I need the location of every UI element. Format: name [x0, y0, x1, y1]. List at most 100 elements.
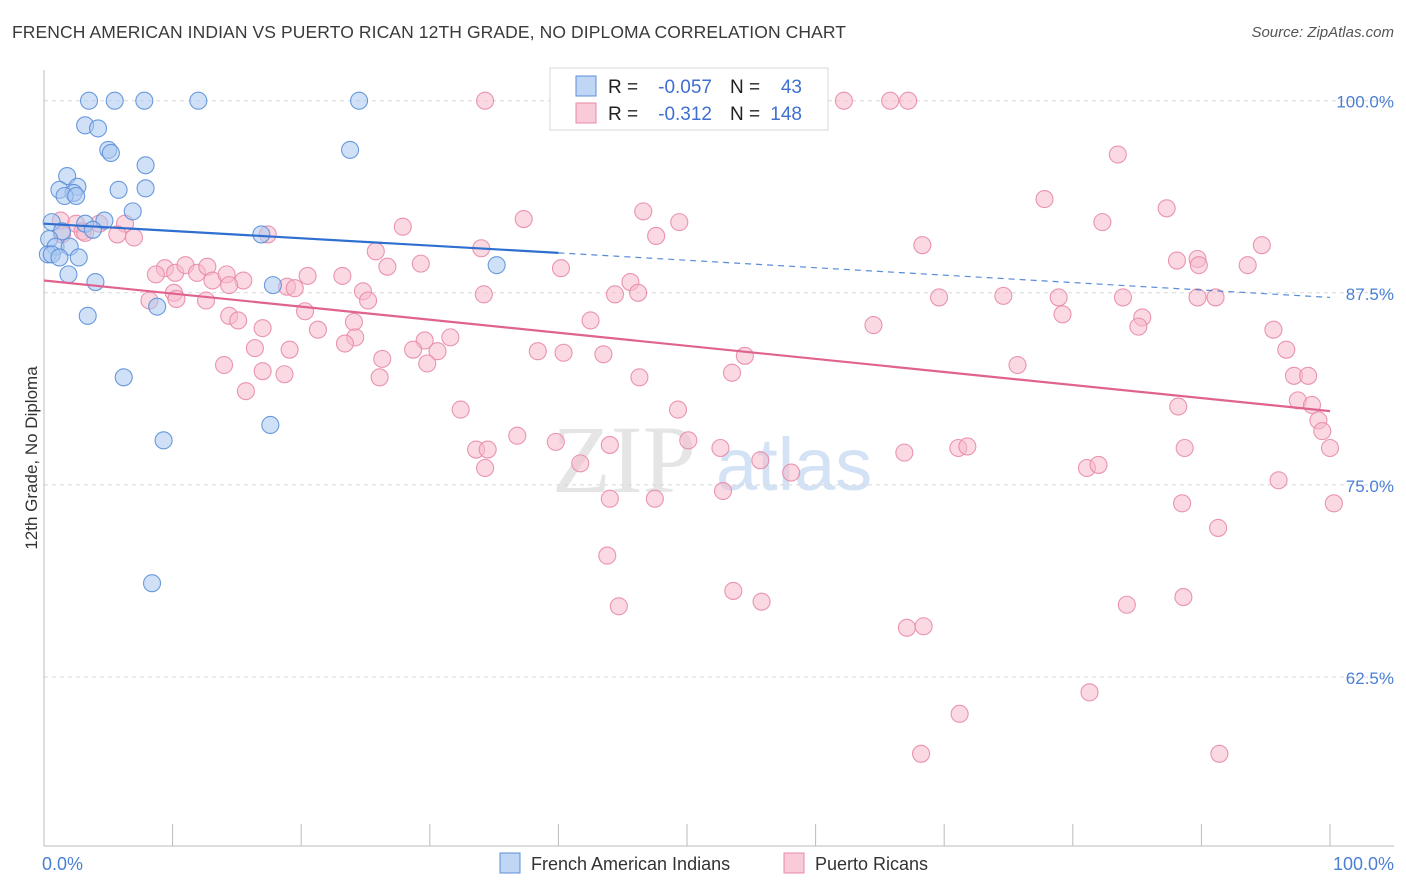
point-french-american-indians: [148, 297, 167, 316]
point-puerto-ricans: [285, 279, 304, 298]
point-puerto-ricans: [950, 704, 969, 723]
point-puerto-ricans: [359, 291, 378, 310]
point-puerto-ricans: [594, 345, 613, 364]
legend-swatch-french-american-indians: [499, 852, 521, 874]
point-french-american-indians: [109, 180, 128, 199]
point-puerto-ricans: [146, 265, 165, 284]
point-puerto-ricans: [214, 355, 234, 375]
point-puerto-ricans: [897, 618, 916, 637]
point-puerto-ricans: [1269, 471, 1288, 490]
point-puerto-ricans: [236, 382, 255, 401]
point-puerto-ricans: [554, 343, 573, 362]
point-puerto-ricans: [404, 340, 423, 359]
point-puerto-ricans: [1277, 340, 1296, 359]
point-puerto-ricans: [609, 597, 628, 616]
point-french-american-indians: [123, 202, 142, 221]
point-puerto-ricans: [1188, 288, 1207, 307]
point-french-american-indians: [136, 179, 155, 198]
point-puerto-ricans: [752, 592, 771, 611]
point-puerto-ricans: [411, 254, 430, 273]
point-puerto-ricans: [1049, 288, 1068, 307]
point-puerto-ricans: [546, 432, 565, 451]
point-french-american-indians: [79, 91, 99, 110]
point-puerto-ricans: [476, 458, 495, 478]
point-puerto-ricans: [280, 340, 299, 359]
point-french-american-indians: [86, 273, 105, 292]
puerto-ricans-points: [51, 91, 1343, 763]
point-puerto-ricans: [630, 368, 649, 387]
point-puerto-ricans: [1169, 397, 1188, 416]
point-puerto-ricans: [713, 481, 733, 501]
point-puerto-ricans: [782, 463, 801, 482]
point-puerto-ricans: [1206, 288, 1225, 307]
point-puerto-ricans: [571, 454, 590, 473]
point-puerto-ricans: [598, 546, 617, 565]
point-french-american-indians: [105, 91, 124, 110]
point-puerto-ricans: [605, 285, 625, 304]
point-puerto-ricans: [124, 228, 144, 247]
point-puerto-ricans: [1174, 588, 1193, 607]
point-puerto-ricans: [335, 334, 354, 353]
point-puerto-ricans: [581, 311, 600, 330]
point-puerto-ricans: [645, 489, 664, 508]
point-puerto-ricans: [1053, 305, 1072, 324]
point-french-american-indians: [487, 256, 506, 275]
point-puerto-ricans: [378, 257, 397, 276]
point-puerto-ricans: [994, 286, 1013, 305]
point-puerto-ricans: [629, 283, 648, 302]
point-puerto-ricans: [373, 349, 392, 368]
point-puerto-ricans: [1089, 455, 1108, 474]
stats-n-label-blue: N =: [730, 77, 760, 98]
point-puerto-ricans: [899, 91, 918, 110]
point-puerto-ricans: [551, 259, 571, 278]
point-puerto-ricans: [333, 266, 352, 285]
point-puerto-ricans: [508, 426, 527, 445]
point-puerto-ricans: [724, 581, 743, 600]
point-puerto-ricans: [600, 489, 619, 508]
point-puerto-ricans: [245, 339, 264, 358]
point-puerto-ricans: [441, 328, 460, 347]
trend-lines: [43, 222, 1331, 413]
point-puerto-ricans: [370, 368, 389, 387]
point-puerto-ricans: [1167, 251, 1187, 270]
stats-n-value-pink: 148: [770, 104, 802, 125]
point-puerto-ricans: [418, 354, 437, 373]
point-puerto-ricans: [958, 437, 977, 456]
point-puerto-ricans: [679, 431, 698, 450]
point-puerto-ricans: [1113, 288, 1133, 307]
x-tick-label-max: 100.0%: [1333, 854, 1394, 874]
point-puerto-ricans: [196, 291, 216, 310]
point-french-american-indians: [142, 574, 162, 593]
point-puerto-ricans: [1313, 422, 1332, 441]
point-french-american-indians: [341, 140, 360, 159]
point-puerto-ricans: [220, 276, 239, 295]
point-puerto-ricans: [1175, 438, 1194, 458]
point-puerto-ricans: [1238, 256, 1257, 275]
point-puerto-ricans: [1129, 317, 1148, 336]
point-french-american-indians: [50, 248, 69, 267]
point-puerto-ricans: [634, 202, 653, 221]
point-puerto-ricans: [600, 435, 619, 454]
stats-n-value-blue: 43: [781, 77, 802, 98]
point-puerto-ricans: [930, 288, 949, 307]
point-french-american-indians: [154, 431, 173, 450]
point-puerto-ricans: [912, 744, 931, 763]
trend-line-french-american-indians-extension: [558, 252, 1331, 299]
point-puerto-ricans: [1093, 213, 1112, 232]
point-puerto-ricans: [476, 91, 495, 110]
point-french-american-indians: [135, 91, 154, 110]
stats-r-label-pink: R =: [608, 104, 638, 125]
stats-r-label-blue: R =: [608, 77, 638, 98]
y-tick-label: 62.5%: [1346, 669, 1394, 688]
point-puerto-ricans: [1157, 199, 1176, 218]
point-puerto-ricans: [253, 319, 272, 338]
y-tick-labels: 62.5% 75.0% 87.5% 100.0%: [1336, 93, 1394, 688]
point-french-american-indians: [261, 415, 280, 435]
chart-source: Source: ZipAtlas.com: [1251, 24, 1394, 41]
point-puerto-ricans: [864, 316, 883, 335]
point-puerto-ricans: [1320, 438, 1340, 458]
point-puerto-ricans: [474, 285, 493, 304]
y-tick-label: 87.5%: [1346, 285, 1394, 304]
point-puerto-ricans: [834, 91, 853, 110]
